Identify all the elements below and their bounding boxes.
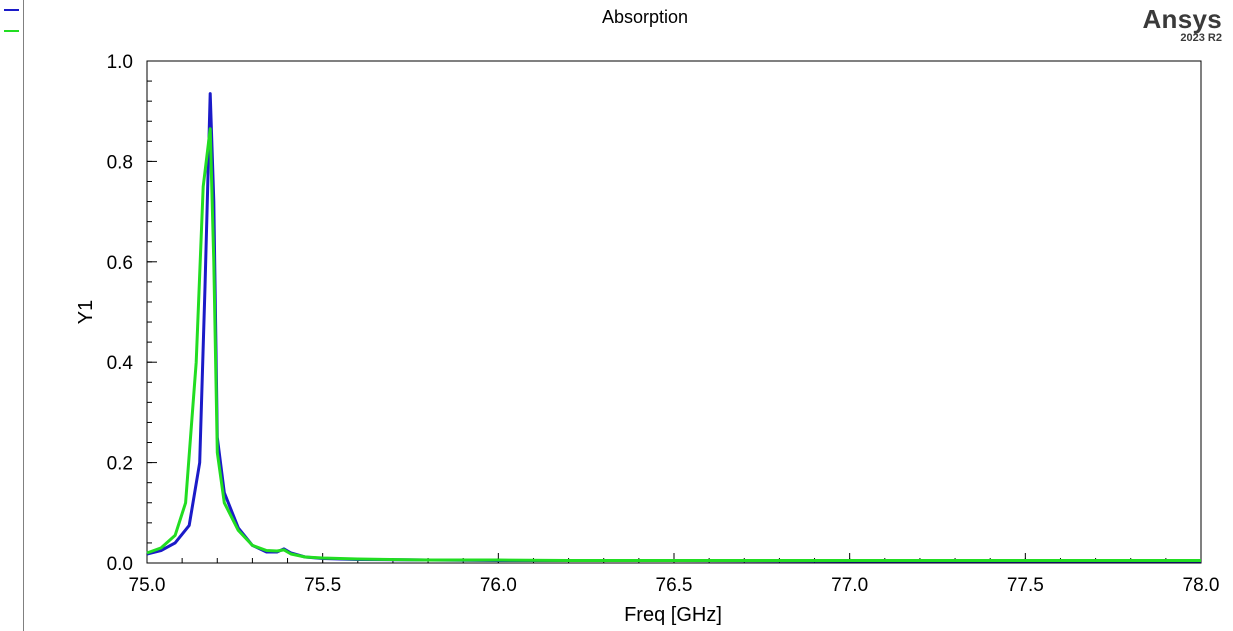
x-tick-label: 77.5: [1007, 575, 1044, 596]
plot-area[interactable]: 75.0 75.5 76.0 76.5 77.0 77.5 78.0 0.0 0.2 0.4 0.6…: [107, 52, 1220, 596]
y-tick-label: 0.0: [107, 554, 133, 575]
x-tick-label: 76.0: [480, 575, 517, 596]
brand-name: Ansys: [1142, 4, 1222, 34]
legend-swatch-series-1[interactable]: [4, 9, 19, 11]
legend-panel: [0, 0, 24, 631]
series-line-2: [146, 127, 1201, 562]
y-tick-label: 0.8: [107, 152, 133, 173]
x-tick-label: 75.5: [304, 575, 341, 596]
chart-title: Absorption: [602, 7, 688, 27]
y-tick-label: 0.4: [107, 353, 134, 374]
x-tick-label: 78.0: [1183, 575, 1220, 596]
legend-swatch-series-2[interactable]: [4, 30, 19, 32]
y-tick-label: 0.2: [107, 454, 133, 475]
x-tick-label: 75.0: [129, 575, 166, 596]
brand-version: 2023 R2: [1180, 32, 1222, 44]
y-tick-label: 0.6: [107, 253, 133, 274]
x-tick-label: 76.5: [656, 575, 693, 596]
x-axis-label: Freq [GHz]: [624, 604, 722, 626]
y-axis-label: Y1: [75, 300, 97, 324]
brand-logo: Ansys 2023 R2: [1142, 6, 1222, 44]
plot-frame: [146, 60, 1202, 564]
x-tick-label: 77.0: [831, 575, 868, 596]
y-tick-label: 1.0: [107, 52, 133, 73]
series-line-1: [146, 92, 1201, 563]
